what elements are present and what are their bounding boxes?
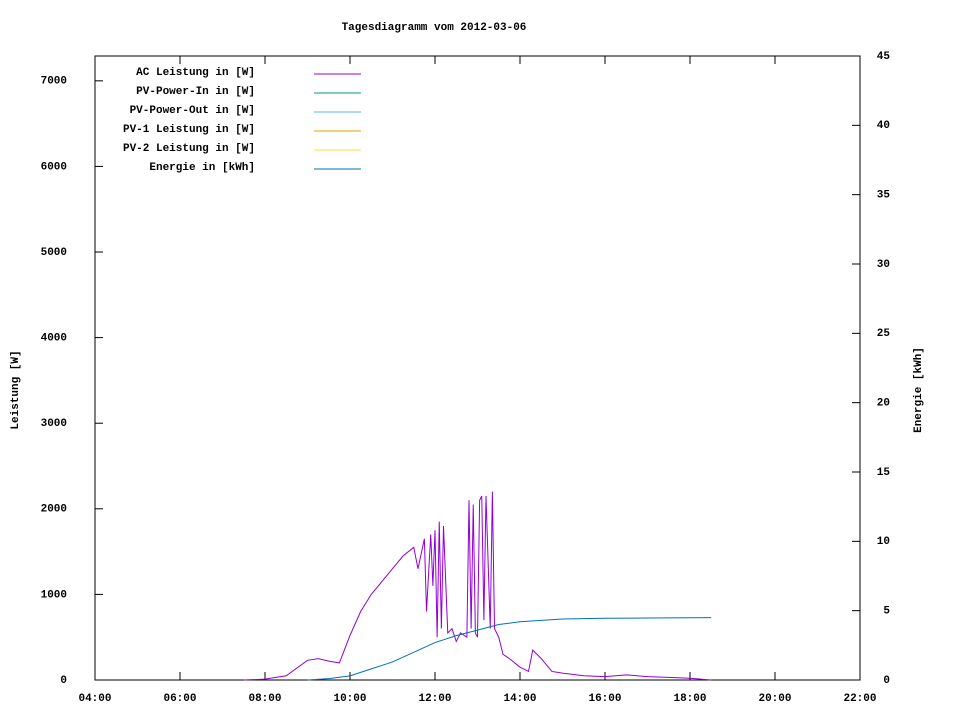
y-tick-label: 3000 xyxy=(41,418,67,430)
x-tick-label: 16:00 xyxy=(588,693,621,705)
legend-label: PV-Power-In in [W] xyxy=(136,86,255,98)
series-line xyxy=(243,491,712,681)
series-line xyxy=(307,617,712,681)
x-tick-label: 04:00 xyxy=(78,693,111,705)
legend-label: PV-Power-Out in [W] xyxy=(130,105,255,117)
y2-tick-label: 15 xyxy=(877,467,891,479)
y-tick-label: 5000 xyxy=(41,247,67,259)
y-tick-label: 1000 xyxy=(41,589,67,601)
y2-tick-label: 40 xyxy=(877,120,890,132)
y-tick-label: 4000 xyxy=(41,333,67,345)
y2-tick-label: 45 xyxy=(877,51,891,63)
y-tick-label: 2000 xyxy=(41,504,67,516)
x-tick-label: 10:00 xyxy=(333,693,366,705)
y2-tick-label: 5 xyxy=(883,606,890,618)
legend-label: Energie in [kWh] xyxy=(149,162,255,174)
y2-tick-label: 10 xyxy=(877,536,890,548)
y2-tick-label: 35 xyxy=(877,190,891,202)
plot-frame xyxy=(94,55,861,681)
chart-title: Tagesdiagramm vom 2012-03-06 xyxy=(342,22,527,34)
x-tick-label: 20:00 xyxy=(758,693,791,705)
x-tick-label: 18:00 xyxy=(673,693,706,705)
x-tick-label: 22:00 xyxy=(843,693,876,705)
y2-tick-label: 25 xyxy=(877,328,891,340)
x-tick-label: 08:00 xyxy=(248,693,281,705)
x-tick-label: 12:00 xyxy=(418,693,451,705)
y-axis-label: Leistung [W] xyxy=(10,350,22,429)
y-tick-label: 7000 xyxy=(41,76,67,88)
x-tick-label: 06:00 xyxy=(163,693,196,705)
legend-label: AC Leistung in [W] xyxy=(136,67,255,79)
y2-axis-label: Energie [kWh] xyxy=(913,347,925,433)
y-tick-label: 0 xyxy=(60,675,67,687)
y-tick-label: 6000 xyxy=(41,161,67,173)
legend-label: PV-2 Leistung in [W] xyxy=(123,143,255,155)
y2-tick-label: 20 xyxy=(877,398,890,410)
y2-tick-label: 30 xyxy=(877,259,890,271)
legend-label: PV-1 Leistung in [W] xyxy=(123,124,255,136)
y2-tick-label: 0 xyxy=(883,675,890,687)
x-tick-label: 14:00 xyxy=(503,693,536,705)
